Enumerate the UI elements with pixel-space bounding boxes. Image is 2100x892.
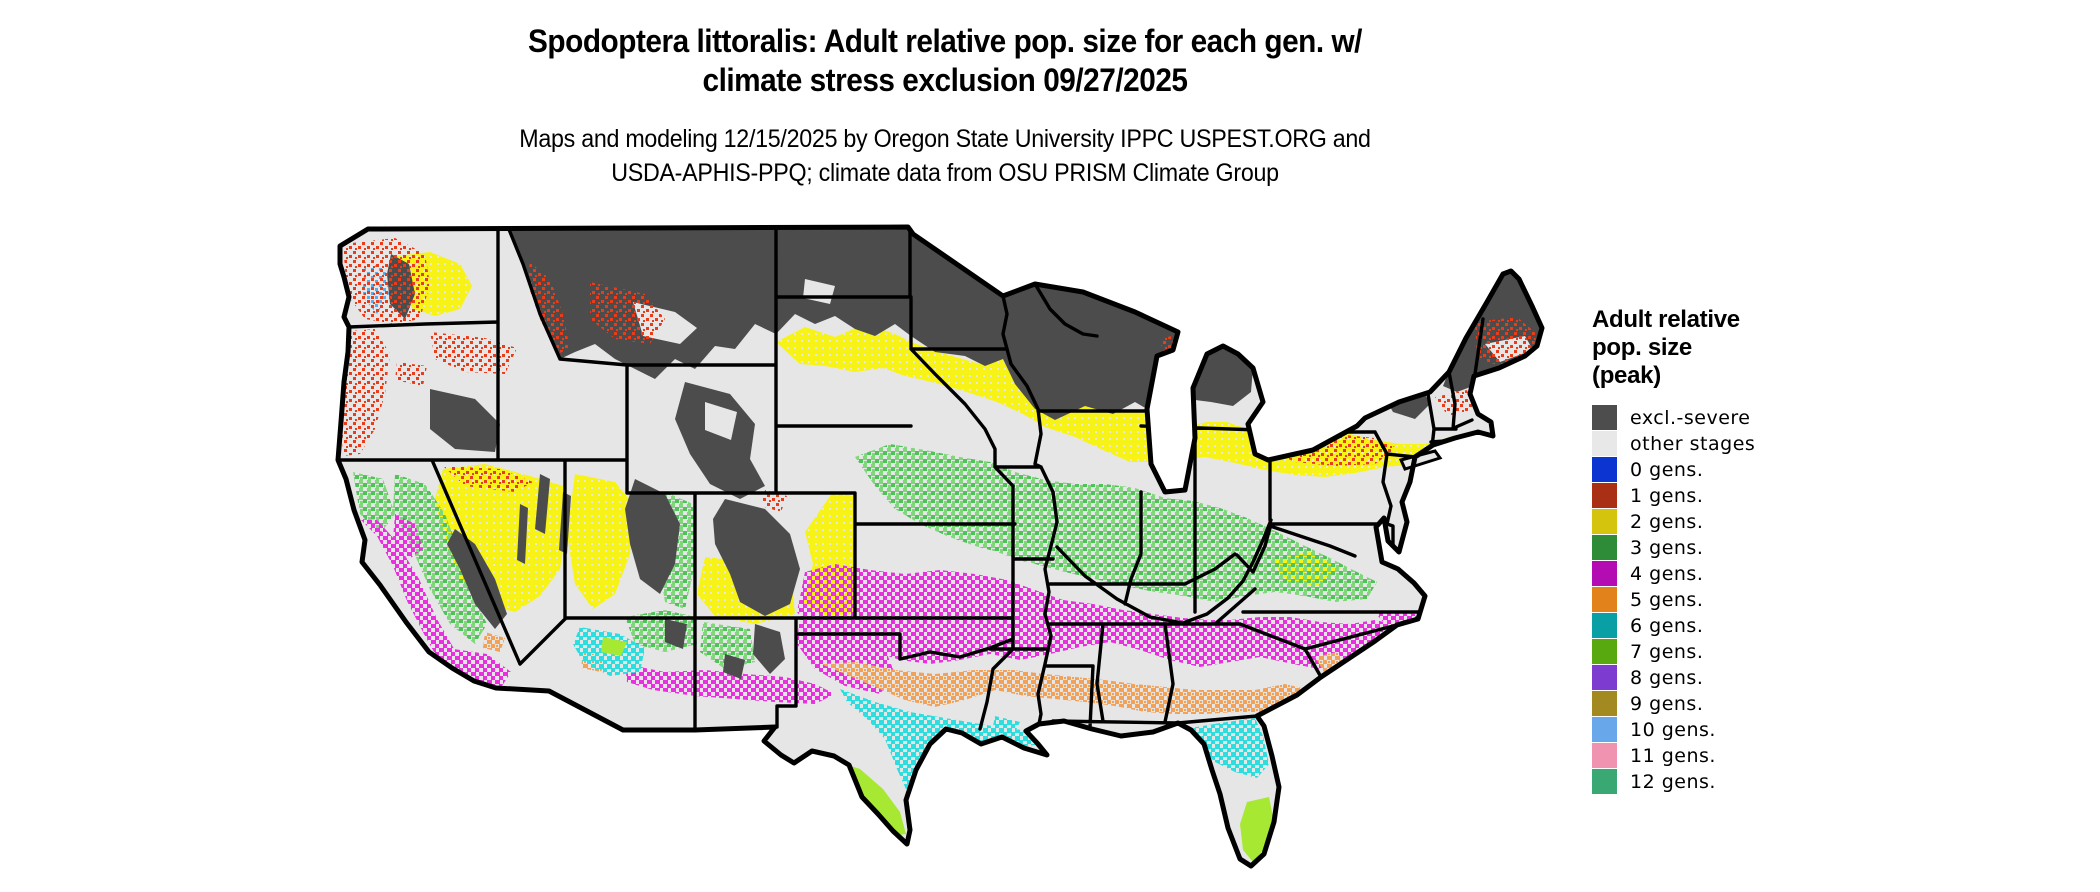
legend-swatch-g9 (1592, 691, 1617, 716)
legend-item-g5: 5 gens. (1592, 587, 1892, 612)
region-4-gens-magenta (360, 514, 1419, 704)
legend-items: excl.-severe other stages 0 gens. 1 gens. 2 … (1592, 405, 1892, 794)
legend-swatch-g11 (1592, 743, 1617, 768)
region-8-gens-keys (1211, 877, 1253, 884)
legend-title: Adult relative pop. size (peak) (1592, 306, 1892, 390)
legend-item-g2: 2 gens. (1592, 509, 1892, 534)
legend-swatch-g4 (1592, 561, 1617, 586)
legend-item-label: 3 gens. (1630, 536, 1704, 559)
title-line-1: Spodoptera littoralis: Adult relative po… (528, 23, 1362, 59)
legend-swatch-g12 (1592, 769, 1617, 794)
region-1-gen-red-speckle (340, 238, 1537, 512)
legend-item-label: 4 gens. (1630, 562, 1704, 585)
legend-swatch-g2 (1592, 509, 1617, 534)
legend-item-label: 10 gens. (1630, 718, 1716, 741)
legend-swatch-g7 (1592, 639, 1617, 664)
legend-swatch-g8 (1592, 665, 1617, 690)
title-line-2: climate stress exclusion 09/27/2025 (702, 62, 1188, 98)
legend-item-g9: 9 gens. (1592, 691, 1892, 716)
legend-item-g3: 3 gens. (1592, 535, 1892, 560)
legend-item-g0: 0 gens. (1592, 457, 1892, 482)
legend-swatch-excl (1592, 405, 1617, 430)
legend-item-label: 2 gens. (1630, 510, 1704, 533)
legend-item-label: 6 gens. (1630, 614, 1704, 637)
map-svg (335, 224, 1545, 884)
legend-item-g12: 12 gens. (1592, 769, 1892, 794)
legend-swatch-other (1592, 431, 1617, 456)
title-block: Spodoptera littoralis: Adult relative po… (294, 22, 1596, 190)
us-outline (335, 224, 1545, 869)
legend-item-label: 8 gens. (1630, 666, 1704, 689)
legend-item-label: 1 gens. (1630, 484, 1704, 507)
legend-title-line-1: Adult relative (1592, 306, 1740, 333)
legend-item-excl: excl.-severe (1592, 405, 1892, 430)
legend-swatch-g6 (1592, 613, 1617, 638)
legend-item-other: other stages (1592, 431, 1892, 456)
us-generation-map (335, 224, 1565, 886)
legend-title-line-3: (peak) (1592, 362, 1661, 389)
legend-swatch-g5 (1592, 587, 1617, 612)
subtitle-line-1: Maps and modeling 12/15/2025 by Oregon S… (519, 125, 1371, 153)
legend-swatch-g0 (1592, 457, 1617, 482)
legend-item-g6: 6 gens. (1592, 613, 1892, 638)
legend-item-label: 5 gens. (1630, 588, 1704, 611)
legend: Adult relative pop. size (peak) excl.-se… (1592, 306, 1892, 795)
page-title: Spodoptera littoralis: Adult relative po… (294, 22, 1596, 100)
legend-item-g7: 7 gens. (1592, 639, 1892, 664)
legend-item-label: other stages (1630, 432, 1756, 455)
subtitle-line-2: USDA-APHIS-PPQ; climate data from OSU PR… (611, 159, 1279, 187)
legend-item-g8: 8 gens. (1592, 665, 1892, 690)
legend-title-line-2: pop. size (1592, 334, 1692, 361)
legend-item-label: 0 gens. (1630, 458, 1704, 481)
legend-item-g10: 10 gens. (1592, 717, 1892, 742)
legend-swatch-g10 (1592, 717, 1617, 742)
legend-item-g1: 1 gens. (1592, 483, 1892, 508)
legend-item-label: 12 gens. (1630, 770, 1716, 793)
legend-item-g4: 4 gens. (1592, 561, 1892, 586)
legend-swatch-g1 (1592, 483, 1617, 508)
legend-item-label: 9 gens. (1630, 692, 1704, 715)
legend-item-label: excl.-severe (1630, 406, 1751, 429)
legend-item-label: 11 gens. (1630, 744, 1716, 767)
legend-item-label: 7 gens. (1630, 640, 1704, 663)
legend-item-g11: 11 gens. (1592, 743, 1892, 768)
legend-swatch-g3 (1592, 535, 1617, 560)
page-subtitle: Maps and modeling 12/15/2025 by Oregon S… (294, 122, 1596, 190)
